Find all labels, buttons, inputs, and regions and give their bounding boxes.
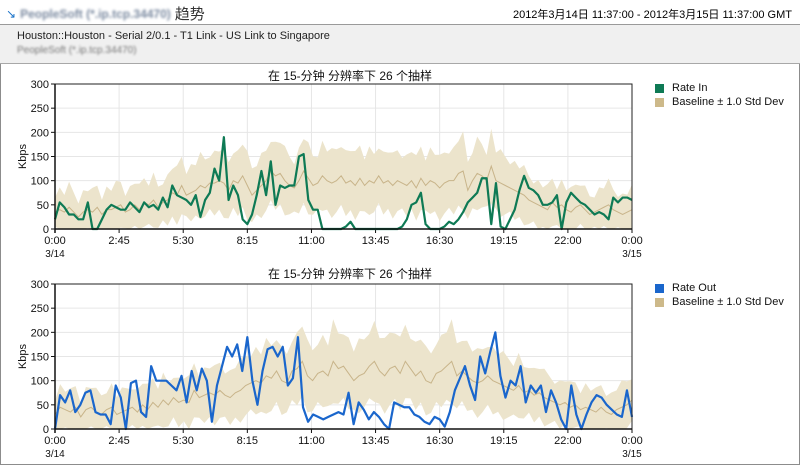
rate-out-swatch-icon — [655, 283, 664, 293]
x-tick-label: 22:00 — [554, 435, 582, 447]
x-date-start: 3/14 — [45, 249, 65, 260]
x-tick-label: 19:15 — [490, 435, 518, 447]
chart-2-legend: Rate Out Baseline ± 1.0 Std Dev — [655, 281, 784, 309]
y-tick-label: 150 — [31, 152, 49, 164]
chart-1-title: 在 15-分钟 分辨率下 26 个抽样 — [267, 69, 433, 83]
legend-label: Rate Out — [672, 282, 717, 294]
y-tick-label: 50 — [37, 400, 49, 412]
y-tick-label: 250 — [31, 103, 49, 115]
legend-item-rate-out[interactable]: Rate Out — [655, 281, 784, 295]
legend-label: Baseline ± 1.0 Std Dev — [672, 296, 784, 308]
x-tick-label: 0:00 — [44, 235, 65, 247]
x-tick-label: 0:00 — [621, 435, 642, 447]
legend-item-baseline[interactable]: Baseline ± 1.0 Std Dev — [655, 295, 784, 309]
baseline-swatch-icon — [655, 297, 664, 307]
title-suffix: 趋势 — [174, 6, 205, 23]
y-tick-label: 0 — [43, 224, 49, 236]
y-axis-label: Kbps — [17, 143, 29, 169]
y-tick-label: 200 — [31, 327, 49, 339]
legend-label: Rate In — [672, 82, 708, 94]
x-tick-label: 13:45 — [362, 435, 390, 447]
chart-1-legend: Rate In Baseline ± 1.0 Std Dev — [655, 81, 784, 109]
obscured-app-filter: PeopleSoft (*.ip.tcp.34470) — [17, 45, 137, 56]
x-tick-label: 16:30 — [426, 235, 454, 247]
x-tick-label: 13:45 — [362, 235, 390, 247]
x-tick-label: 5:30 — [173, 235, 194, 247]
x-date-end: 3/15 — [622, 449, 642, 460]
x-tick-label: 0:00 — [44, 435, 65, 447]
baseline-band — [55, 319, 632, 429]
x-tick-label: 0:00 — [621, 235, 642, 247]
x-tick-label: 19:15 — [490, 235, 518, 247]
x-date-start: 3/14 — [45, 449, 65, 460]
legend-label: Baseline ± 1.0 Std Dev — [672, 96, 784, 108]
chart-2-title: 在 15-分钟 分辨率下 26 个抽样 — [267, 267, 433, 281]
y-tick-label: 300 — [31, 79, 49, 91]
rate-in-swatch-icon — [655, 83, 664, 93]
x-tick-label: 8:15 — [237, 435, 258, 447]
baseline-line — [54, 360, 633, 418]
report-header: ↘ PeopleSoft (*.ip.tcp.34470) 趋势 2012年3月… — [0, 0, 800, 25]
y-tick-label: 50 — [37, 200, 49, 212]
x-tick-label: 22:00 — [554, 235, 582, 247]
x-tick-label: 8:15 — [237, 235, 258, 247]
x-date-end: 3/15 — [622, 249, 642, 260]
data-series-line — [53, 136, 633, 231]
x-tick-label: 5:30 — [173, 435, 194, 447]
y-tick-label: 150 — [31, 352, 49, 364]
legend-item-baseline[interactable]: Baseline ± 1.0 Std Dev — [655, 95, 784, 109]
baseline-swatch-icon — [655, 97, 664, 107]
x-tick-label: 11:00 — [298, 235, 325, 247]
x-tick-label: 2:45 — [108, 235, 129, 247]
x-tick-label: 11:00 — [298, 435, 325, 447]
y-tick-label: 300 — [31, 279, 49, 291]
y-tick-label: 100 — [31, 376, 49, 388]
time-range: 2012年3月14日 11:37:00 - 2012年3月15日 11:37:0… — [512, 9, 792, 21]
y-axis-label: Kbps — [17, 343, 29, 369]
report-title: ↘ PeopleSoft (*.ip.tcp.34470) 趋势 — [6, 3, 205, 24]
x-tick-label: 16:30 — [426, 435, 454, 447]
y-tick-label: 250 — [31, 303, 49, 315]
legend-item-rate-in[interactable]: Rate In — [655, 81, 784, 95]
report-subheader: Houston::Houston - Serial 2/0.1 - T1 Lin… — [0, 25, 800, 64]
collapse-arrow-icon[interactable]: ↘ — [6, 6, 17, 21]
x-tick-label: 2:45 — [108, 435, 129, 447]
interface-path: Houston::Houston - Serial 2/0.1 - T1 Lin… — [17, 30, 330, 42]
y-tick-label: 100 — [31, 176, 49, 188]
data-series-line — [53, 331, 634, 431]
y-tick-label: 0 — [43, 424, 49, 436]
y-tick-label: 200 — [31, 127, 49, 139]
obscured-app-name: PeopleSoft (*.ip.tcp.34470) — [20, 6, 171, 21]
baseline-line — [54, 164, 633, 218]
